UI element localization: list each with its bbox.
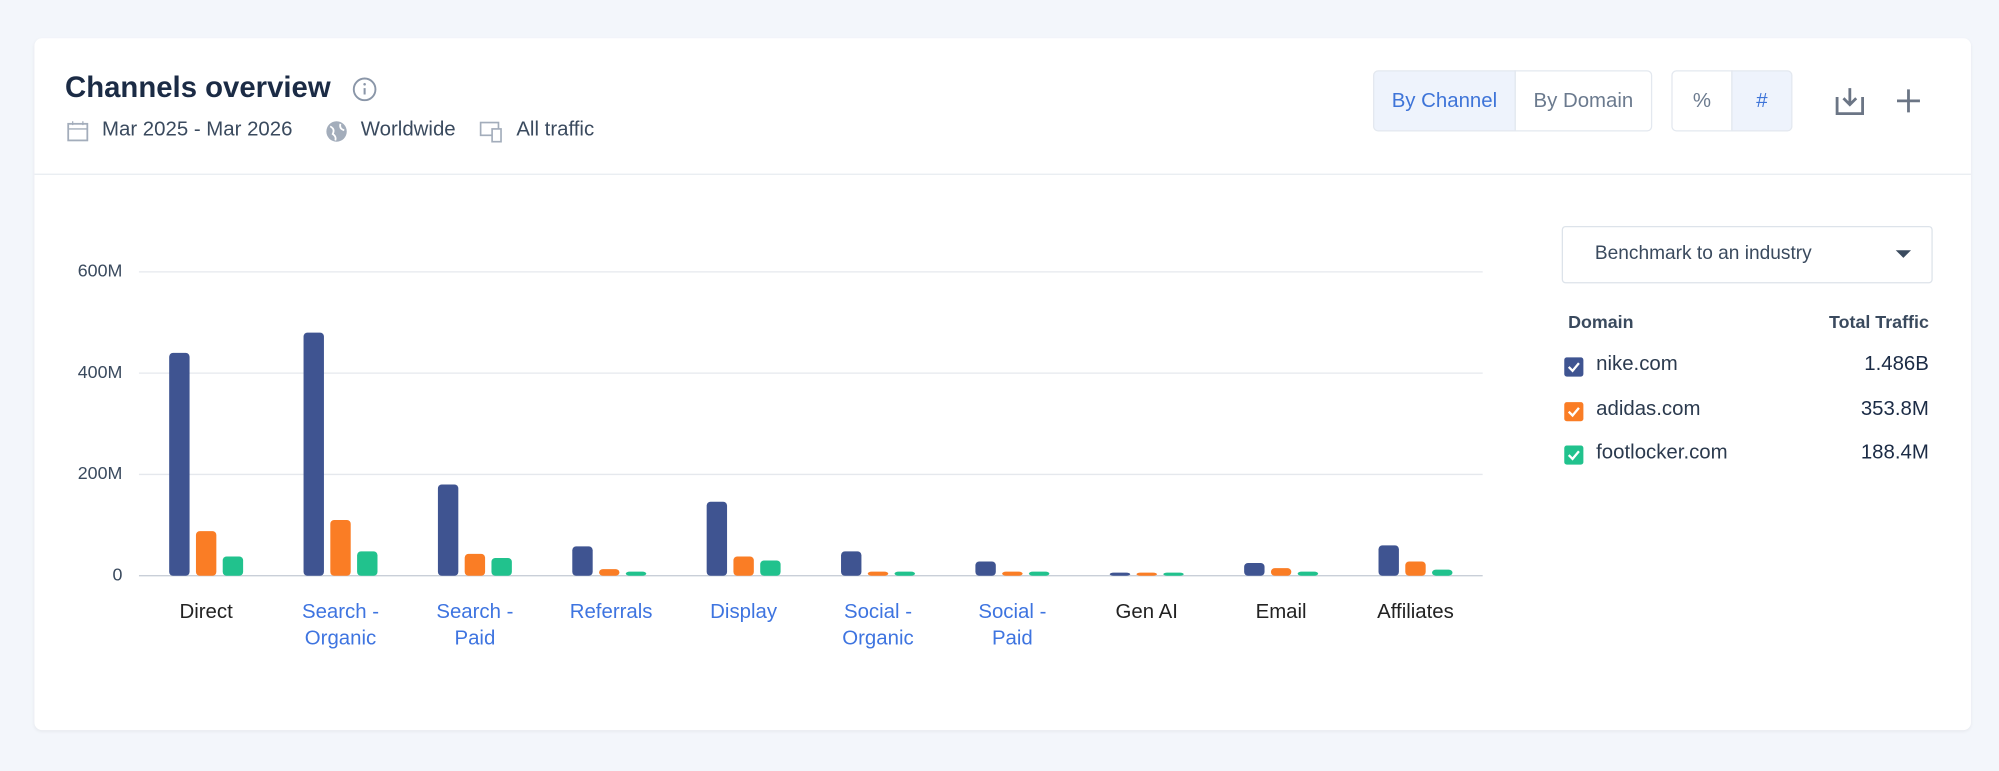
x-tick-label[interactable]: Search - Organic xyxy=(301,601,380,650)
x-tick-label: Gen AI xyxy=(1115,601,1178,623)
bar xyxy=(1002,571,1023,576)
legend-name: adidas.com xyxy=(1596,397,1701,420)
legend-total: 1.486B xyxy=(1864,353,1929,376)
download-icon[interactable] xyxy=(1833,84,1866,117)
legend-checkbox[interactable] xyxy=(1564,445,1584,465)
bar xyxy=(464,553,486,576)
column-header: Domain xyxy=(1568,311,1634,332)
number-button[interactable]: # xyxy=(1731,70,1793,132)
bar xyxy=(1432,569,1453,576)
device-icon xyxy=(479,121,502,143)
bar xyxy=(1297,571,1319,576)
region: Worldwide xyxy=(360,118,456,141)
calendar-icon xyxy=(67,121,89,142)
y-tick-label: 0 xyxy=(112,564,122,584)
legend-name: nike.com xyxy=(1596,353,1678,376)
x-tick-label: Affiliates xyxy=(1377,601,1454,623)
globe-icon xyxy=(326,121,347,142)
column-header: Total Traffic xyxy=(1829,311,1929,332)
by-channel-button[interactable]: By Channel xyxy=(1373,70,1516,132)
bar xyxy=(303,332,324,576)
bar xyxy=(1244,563,1265,576)
card xyxy=(34,38,1971,731)
bar xyxy=(625,571,647,576)
bar xyxy=(222,556,244,576)
traffic: All traffic xyxy=(516,118,595,141)
bar xyxy=(975,561,996,576)
bar xyxy=(841,551,862,576)
divider xyxy=(34,173,1971,175)
bar xyxy=(760,560,781,576)
x-tick-label: Direct xyxy=(179,601,233,623)
bar xyxy=(491,557,512,576)
date-range: Mar 2025 - Mar 2026 xyxy=(101,118,293,141)
legend-name: footlocker.com xyxy=(1596,441,1728,464)
x-tick-label[interactable]: Social - Paid xyxy=(978,601,1047,650)
bar xyxy=(1163,572,1184,576)
benchmark-dropdown[interactable] xyxy=(1561,225,1933,284)
x-tick-label[interactable]: Referrals xyxy=(569,601,653,623)
bar xyxy=(1270,568,1292,576)
bar xyxy=(330,519,351,576)
legend-total: 353.8M xyxy=(1860,397,1929,420)
bar xyxy=(437,484,459,576)
y-tick-label: 600M xyxy=(78,261,123,281)
info-icon[interactable] xyxy=(352,77,377,103)
legend-total: 188.4M xyxy=(1860,441,1929,464)
bar xyxy=(1109,572,1131,576)
dropdown-arrow xyxy=(1895,250,1912,258)
bar xyxy=(195,531,217,576)
y-tick-label: 400M xyxy=(78,362,123,382)
add-icon[interactable] xyxy=(1894,87,1922,115)
x-tick-label: Email xyxy=(1255,601,1307,623)
y-tick-label: 200M xyxy=(78,463,123,483)
legend-checkbox[interactable] xyxy=(1564,357,1584,377)
bar xyxy=(599,569,620,576)
bar xyxy=(1405,561,1426,576)
benchmark-label: Benchmark to an industry xyxy=(1594,242,1812,265)
bar xyxy=(572,546,593,576)
bar xyxy=(1028,571,1050,576)
x-tick-label[interactable]: Social - Organic xyxy=(842,601,914,650)
bar xyxy=(733,556,754,576)
bar xyxy=(867,571,889,576)
title: Channels overview xyxy=(65,70,331,104)
bar xyxy=(894,571,915,576)
by-domain-button[interactable]: By Domain xyxy=(1514,70,1653,132)
x-tick-label[interactable]: Search - Paid xyxy=(436,601,514,650)
x-tick-label[interactable]: Display xyxy=(710,601,778,623)
bar xyxy=(1136,572,1157,576)
bar xyxy=(1378,545,1399,576)
bar xyxy=(706,501,728,576)
legend-checkbox[interactable] xyxy=(1564,401,1584,421)
bar xyxy=(357,551,378,576)
bar xyxy=(169,352,190,576)
